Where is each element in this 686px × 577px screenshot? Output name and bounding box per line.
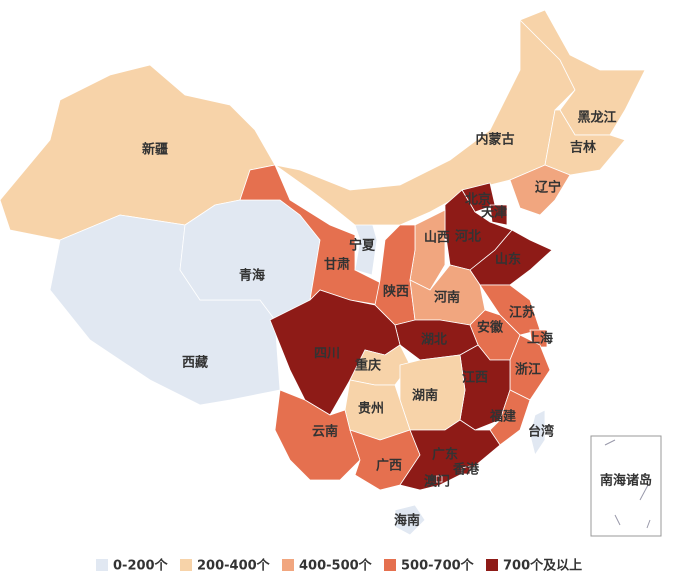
legend-swatch — [282, 559, 294, 571]
province-label: 河北 — [455, 229, 481, 245]
province-label: 内蒙古 — [475, 132, 514, 148]
province-label: 湖南 — [412, 388, 438, 404]
province-label: 西藏 — [182, 355, 208, 371]
province-label: 湖北 — [421, 333, 447, 348]
province — [489, 204, 508, 226]
province-label: 福建 — [489, 409, 516, 425]
province-label: 四川 — [314, 347, 340, 362]
province — [435, 475, 443, 483]
province — [529, 409, 546, 456]
province-label: 云南 — [312, 424, 338, 440]
legend-label: 400-500个 — [299, 558, 373, 574]
province-label: 甘肃 — [324, 257, 350, 273]
province-label: 重庆 — [355, 358, 381, 374]
province-label: 山西 — [424, 230, 450, 246]
province — [544, 109, 626, 176]
legend-swatch — [486, 559, 498, 571]
province-label: 上海 — [527, 331, 553, 347]
province-label: 宁夏 — [349, 238, 376, 254]
province-label: 天津 — [481, 205, 507, 221]
province-label: 江苏 — [509, 305, 535, 321]
province-label: 江西 — [462, 370, 488, 386]
legend-label: 700个及以上 — [503, 558, 582, 574]
province-label: 青海 — [239, 268, 265, 284]
province-label: 台湾 — [528, 424, 554, 440]
inset-label: 南海诸岛 — [600, 473, 652, 489]
inset-box — [590, 435, 662, 537]
province-label: 广东 — [432, 447, 458, 463]
inset-islands — [604, 439, 651, 529]
province — [274, 9, 576, 226]
province-label: 贵州 — [358, 401, 384, 417]
province-label: 辽宁 — [535, 180, 561, 196]
province — [394, 504, 426, 536]
legend-label: 0-200个 — [113, 558, 169, 574]
legend-swatch — [384, 559, 396, 571]
legend-label: 500-700个 — [401, 558, 475, 574]
province-label: 新疆 — [142, 142, 168, 158]
province — [509, 164, 571, 216]
regions — [0, 9, 646, 536]
province — [461, 465, 471, 475]
province — [399, 419, 501, 491]
province-label: 安徽 — [477, 320, 504, 336]
province-label: 北京 — [465, 192, 491, 208]
province-label: 广西 — [376, 458, 402, 474]
province-label: 陕西 — [383, 284, 409, 300]
province-label: 海南 — [394, 513, 420, 529]
province — [519, 9, 646, 136]
province-label: 吉林 — [570, 140, 596, 156]
province-label: 黑龙江 — [577, 110, 616, 126]
province — [374, 224, 416, 326]
province-label: 河南 — [434, 290, 460, 306]
legend-swatch — [180, 559, 192, 571]
province-label: 浙江 — [515, 362, 541, 378]
province-label: 山东 — [495, 252, 521, 268]
legend-label: 200-400个 — [197, 558, 271, 574]
province-label: 澳门 — [424, 474, 450, 490]
province-label: 香港 — [452, 462, 480, 478]
legend-swatch — [96, 559, 108, 571]
